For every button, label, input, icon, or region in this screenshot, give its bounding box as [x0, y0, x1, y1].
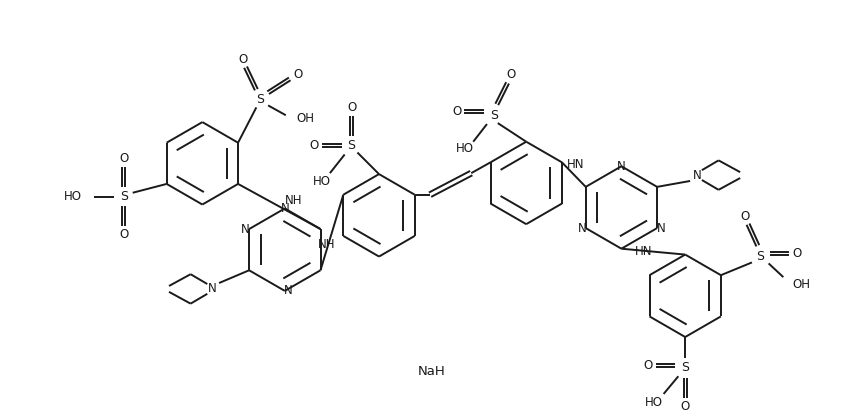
Text: O: O [452, 105, 461, 118]
Text: O: O [792, 247, 802, 260]
Text: NaH: NaH [418, 365, 445, 378]
Text: O: O [507, 68, 516, 81]
Text: NH: NH [318, 238, 336, 251]
Text: HN: HN [635, 245, 652, 258]
Text: O: O [347, 101, 356, 114]
Text: O: O [119, 228, 129, 242]
Text: S: S [682, 361, 689, 374]
Text: N: N [280, 202, 289, 215]
Text: O: O [644, 359, 652, 372]
Text: N: N [657, 222, 665, 234]
Text: O: O [740, 210, 750, 223]
Text: HN: HN [567, 158, 585, 171]
Text: HO: HO [313, 176, 331, 188]
Text: O: O [310, 139, 319, 152]
Text: O: O [119, 152, 129, 165]
Text: O: O [293, 68, 302, 81]
Text: HO: HO [644, 396, 663, 409]
Text: S: S [120, 190, 128, 203]
Text: S: S [756, 250, 764, 263]
Text: N: N [617, 160, 625, 173]
Text: S: S [348, 139, 356, 152]
Text: N: N [240, 222, 250, 236]
Text: HO: HO [64, 190, 81, 203]
Text: S: S [256, 93, 265, 106]
Text: N: N [578, 222, 586, 234]
Text: N: N [285, 284, 293, 298]
Text: HO: HO [455, 142, 473, 155]
Text: O: O [238, 53, 247, 66]
Text: OH: OH [297, 112, 315, 124]
Text: O: O [681, 400, 689, 413]
Text: OH: OH [792, 278, 811, 290]
Text: S: S [490, 109, 498, 122]
Text: N: N [208, 283, 216, 295]
Text: NH: NH [285, 194, 303, 207]
Text: N: N [693, 168, 702, 182]
